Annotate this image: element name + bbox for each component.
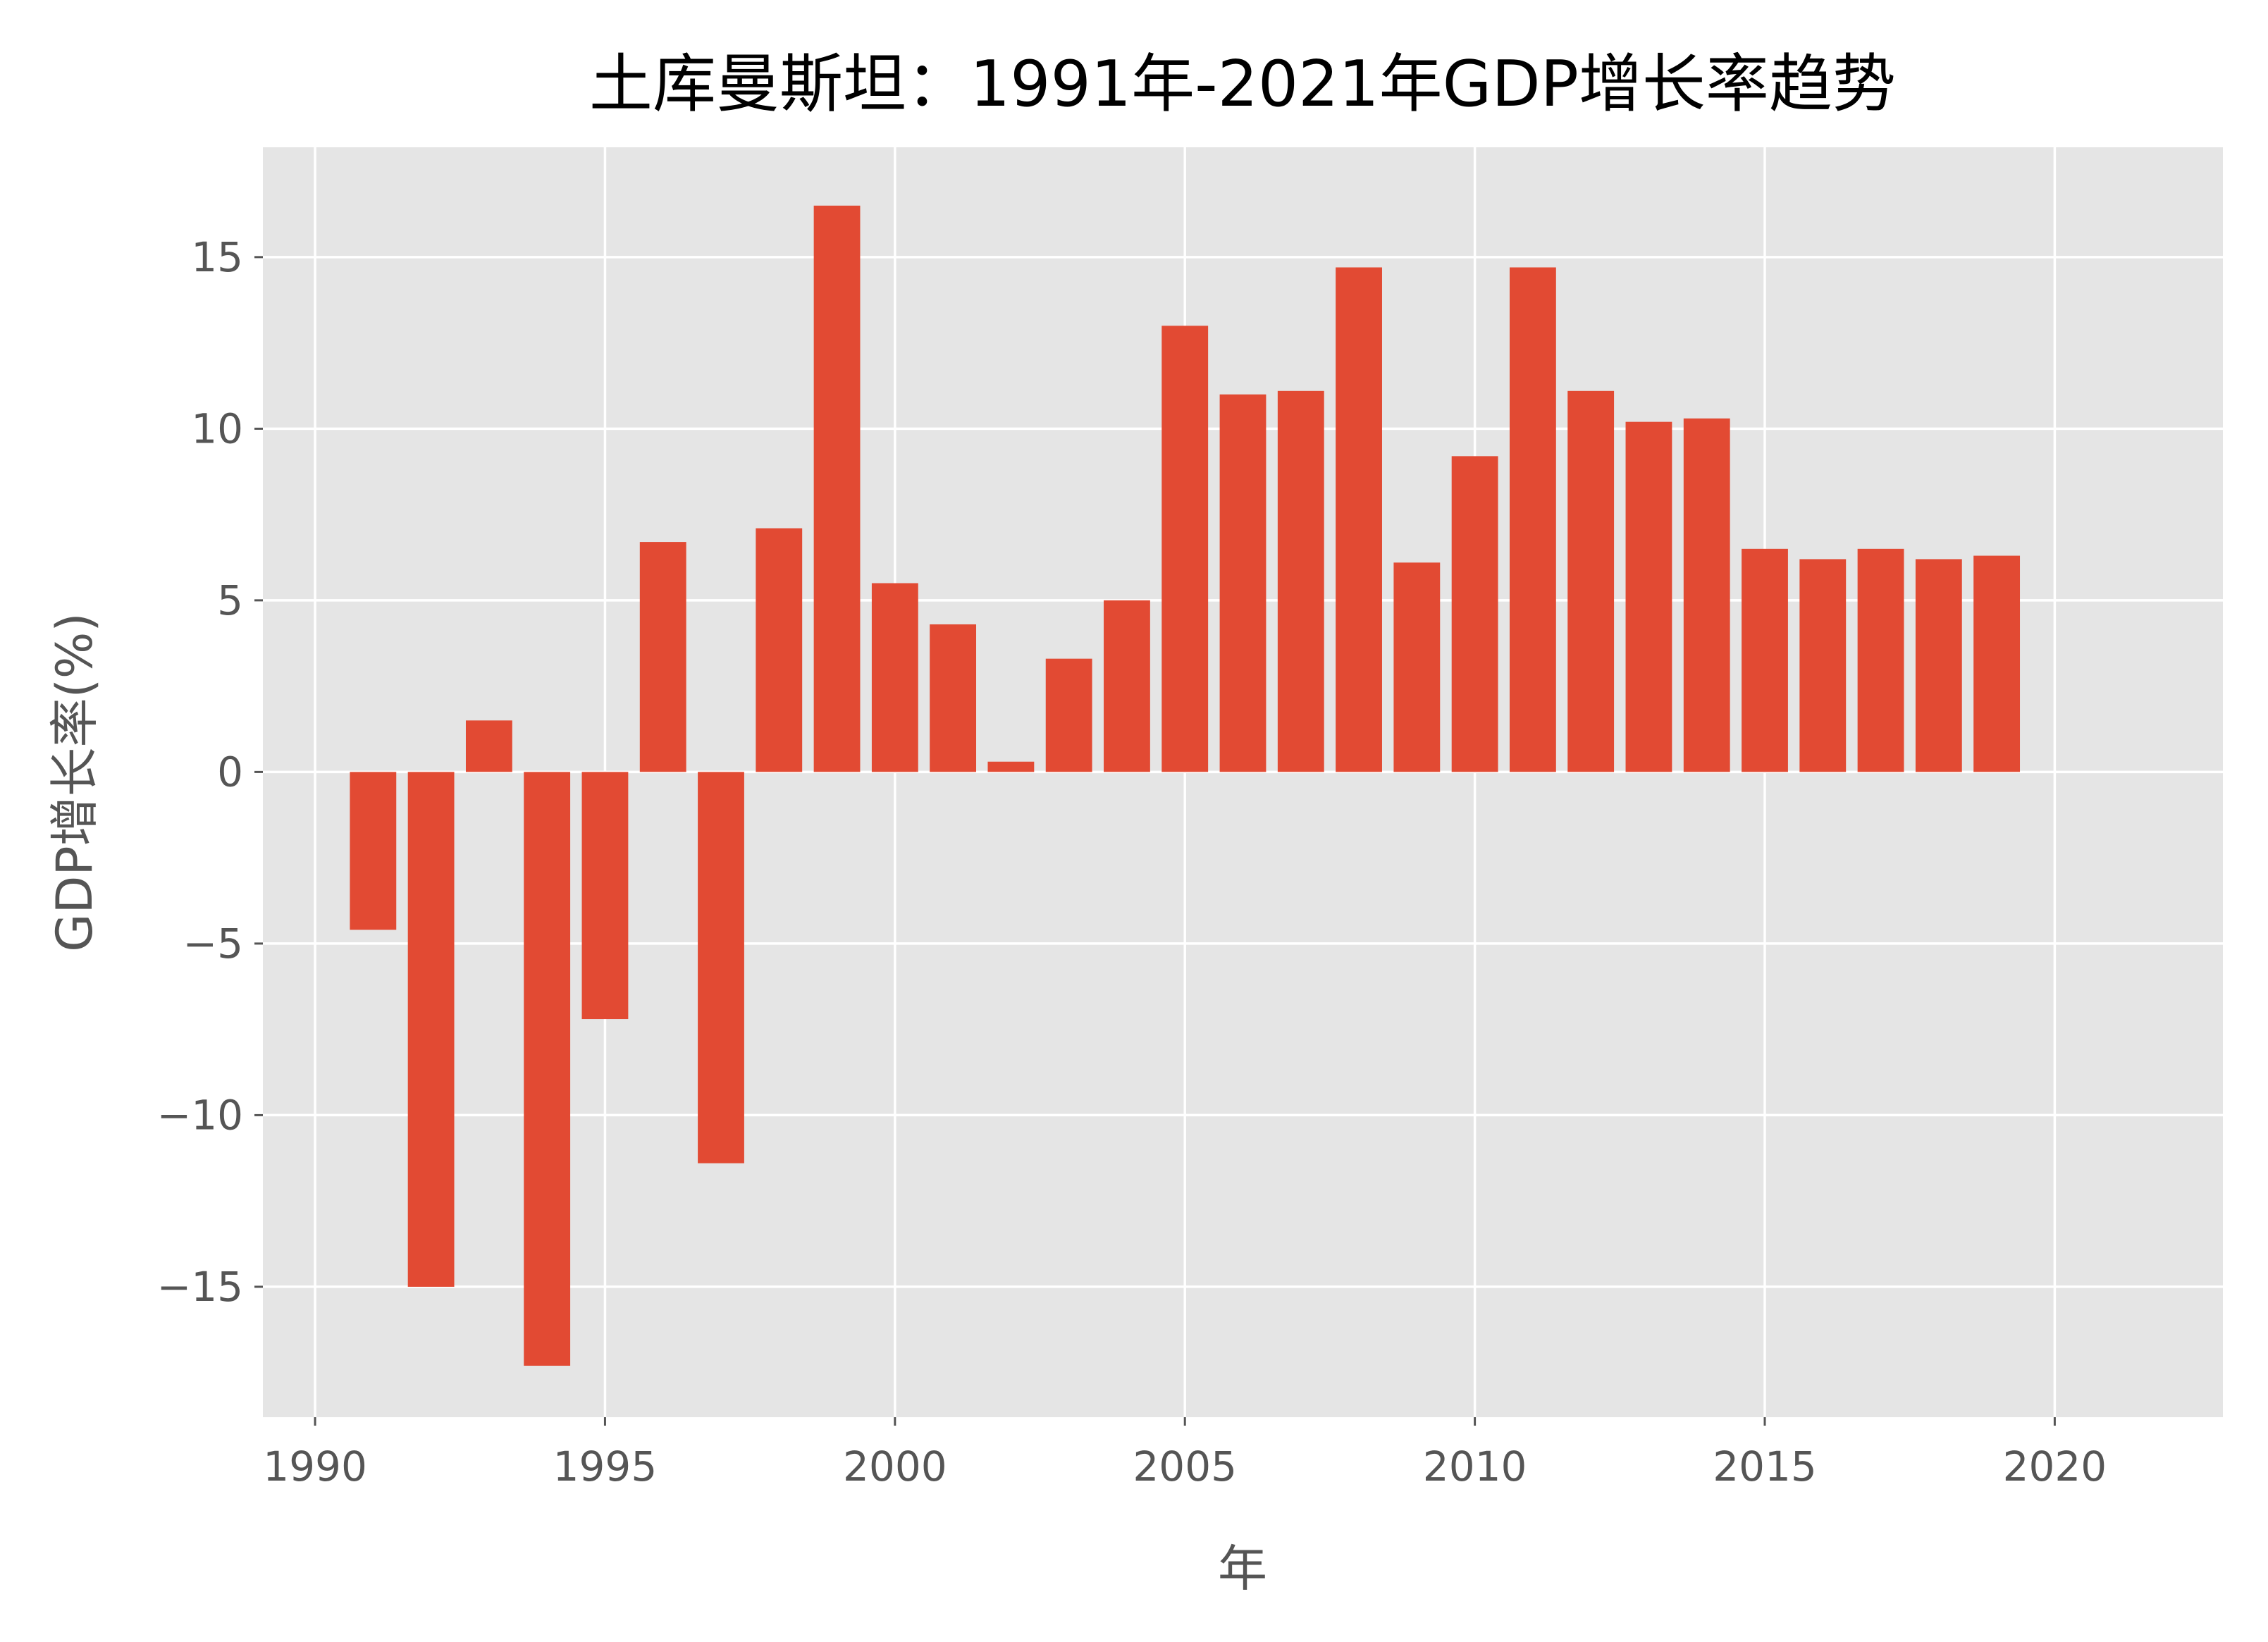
bar-2006 — [1219, 394, 1266, 772]
bar-2019 — [1973, 555, 2021, 772]
bar-2010 — [1451, 456, 1498, 772]
bar-2015 — [1742, 548, 1788, 772]
bar-1991 — [350, 772, 397, 930]
x-tick-label: 2015 — [1713, 1443, 1817, 1490]
x-tick-label: 1990 — [263, 1443, 367, 1490]
bar-1998 — [756, 528, 803, 772]
bar-1992 — [407, 772, 455, 1287]
y-tick-label: −10 — [157, 1091, 243, 1139]
bar-1999 — [813, 205, 861, 772]
x-tick-label: 2000 — [843, 1443, 947, 1490]
bar-2017 — [1857, 548, 1904, 772]
bar-2014 — [1683, 418, 1730, 772]
x-tick-label: 2010 — [1423, 1443, 1527, 1490]
bar-1993 — [465, 720, 512, 772]
y-tick-label: −15 — [157, 1263, 243, 1311]
y-tick-label: 15 — [191, 233, 243, 281]
bar-2007 — [1277, 390, 1324, 772]
x-axis-label: 年 — [1218, 1540, 1267, 1598]
bar-2009 — [1393, 562, 1441, 772]
x-tick-label: 2020 — [2003, 1443, 2107, 1490]
y-tick-label: 0 — [217, 748, 243, 796]
x-tick-label: 2005 — [1133, 1443, 1237, 1490]
bar-2000 — [871, 583, 918, 772]
bar-2016 — [1799, 559, 1847, 772]
bar-2002 — [987, 761, 1035, 772]
bar-2005 — [1161, 326, 1209, 772]
x-tick-label: 1995 — [553, 1443, 658, 1490]
ticks: 1990 1995 2000 2005 2010 2015 2020 −15 −10 −5 0 5 10… — [157, 233, 2107, 1490]
y-tick-label: 10 — [191, 405, 243, 452]
bars — [350, 205, 2021, 1366]
bar-2008 — [1336, 267, 1382, 772]
bar-2003 — [1045, 658, 1092, 772]
bar-2013 — [1625, 421, 1672, 772]
y-tick-label: −5 — [183, 920, 244, 968]
bar-1995 — [581, 772, 629, 1020]
chart-title: 土库曼斯坦：1991年-2021年GDP增长率趋势 — [589, 47, 1896, 121]
y-axis-label: GDP增长率(%) — [46, 612, 104, 952]
bar-2004 — [1104, 600, 1150, 772]
bar-2001 — [930, 624, 977, 772]
bar-2018 — [1915, 559, 1962, 772]
bar-1997 — [698, 772, 744, 1163]
bar-1994 — [524, 772, 571, 1366]
bar-1996 — [639, 542, 686, 772]
y-tick-label: 5 — [217, 576, 243, 624]
bar-2011 — [1509, 267, 1556, 772]
bar-2012 — [1567, 390, 1615, 772]
